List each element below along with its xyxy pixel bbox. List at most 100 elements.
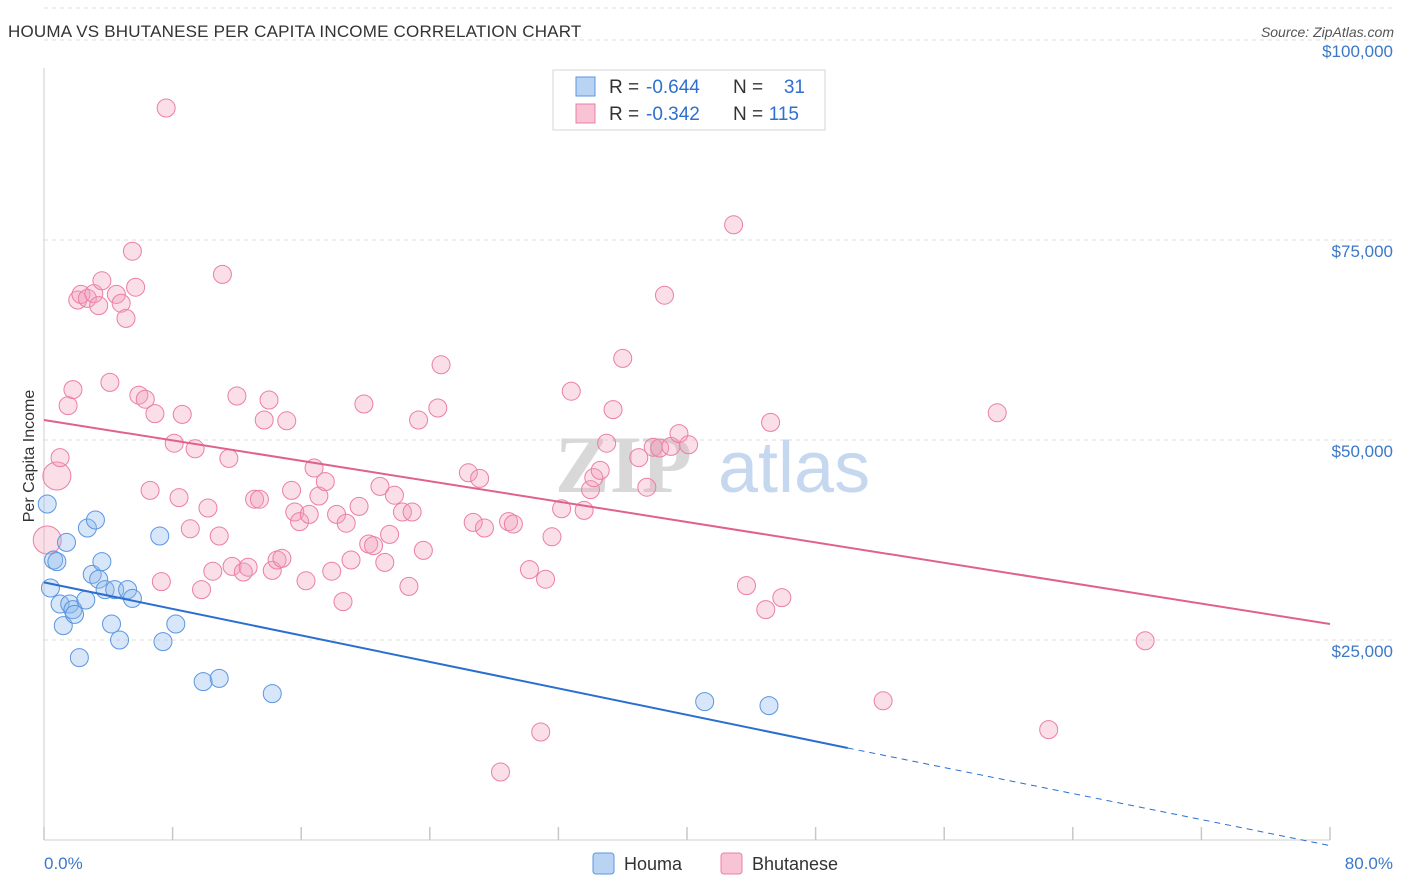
correlation-legend: R = -0.644 N = 31 R = -0.342 N = 115 [552, 69, 826, 131]
legend-r-label-bhutanese: R = [609, 104, 639, 125]
gridlines [44, 7, 1393, 641]
bhutanese-point [474, 518, 494, 538]
bhutanese-point [106, 284, 126, 304]
bhutanese-point [227, 386, 247, 406]
watermark-atlas: atlas [718, 428, 870, 508]
bhutanese-point [282, 480, 302, 500]
y-tick-label: $100,000 [1322, 42, 1393, 61]
houma-point [110, 630, 130, 650]
bhutanese-point [58, 396, 78, 416]
bhutanese-point [463, 512, 483, 532]
bhutanese-point [151, 572, 171, 592]
bhutanese-point [296, 571, 316, 591]
legend-swatch-houma [575, 76, 596, 97]
bhutanese-point [277, 411, 297, 431]
bhutanese-points [32, 98, 1155, 782]
bhutanese-point [245, 489, 265, 509]
bhutanese-point [392, 502, 412, 522]
bhutanese-point [135, 389, 155, 409]
bhutanese-point [140, 480, 160, 500]
bhutanese-point [290, 512, 310, 532]
bottom-legend-label-bhutanese: Bhutanese [752, 854, 838, 874]
houma-point [53, 616, 73, 636]
houma-point [759, 696, 779, 716]
bhutanese-point [89, 296, 109, 316]
legend-n-label-bhutanese: N = [733, 104, 763, 125]
bhutanese-point [873, 691, 893, 711]
bhutanese-point [349, 496, 369, 516]
bhutanese-point [315, 472, 335, 492]
bhutanese-point [736, 576, 756, 596]
x-tick-label-max: 80.0% [1345, 854, 1393, 873]
bhutanese-point [341, 550, 361, 570]
bhutanese-point [68, 290, 88, 310]
bhutanese-point [238, 557, 258, 577]
bhutanese-point [259, 390, 279, 410]
houma-point [153, 632, 173, 652]
bhutanese-point [1039, 720, 1059, 740]
houma-point [102, 614, 122, 634]
legend-n-label-houma: N = [733, 77, 763, 98]
legend-r-label-houma: R = [609, 77, 639, 98]
bhutanese-point [431, 355, 451, 375]
bottom-legend-swatch-bhutanese [720, 852, 743, 875]
bhutanese-point [212, 264, 232, 284]
bhutanese-point [100, 372, 120, 392]
bhutanese-point [519, 560, 539, 580]
houma-point [262, 684, 282, 704]
bhutanese-point [272, 548, 292, 568]
bhutanese-point [285, 502, 305, 522]
bhutanese-point [761, 412, 781, 432]
bhutanese-point [354, 394, 374, 414]
houma-trend-extension [847, 747, 1331, 847]
legend-r-value-houma: -0.644 [646, 77, 700, 98]
bhutanese-point [669, 424, 689, 444]
bhutanese-point [249, 489, 269, 509]
bhutanese-point [126, 277, 146, 297]
bhutanese-point [156, 98, 176, 118]
houma-point [65, 604, 85, 624]
bhutanese-point [772, 588, 792, 608]
bhutanese-point [756, 600, 776, 620]
bhutanese-point [531, 722, 551, 742]
bhutanese-point [470, 468, 490, 488]
bhutanese-point [409, 410, 429, 430]
houma-point [166, 614, 186, 634]
bhutanese-point [613, 348, 633, 368]
trend-lines [43, 419, 1331, 847]
legend-n-value-houma: 31 [784, 77, 805, 98]
bhutanese-point [111, 293, 131, 313]
bhutanese-point [552, 499, 572, 519]
bhutanese-point [536, 569, 556, 589]
bhutanese-point [299, 504, 319, 524]
bhutanese-point [333, 592, 353, 612]
bhutanese-point [384, 485, 404, 505]
bhutanese-point [629, 448, 649, 468]
bhutanese-point [637, 477, 657, 497]
bhutanese-point [122, 241, 142, 261]
houma-point [47, 552, 67, 572]
bhutanese-point [309, 486, 329, 506]
bhutanese-point [380, 524, 400, 544]
legend-n-value-bhutanese: 115 [769, 104, 799, 125]
bhutanese-point [50, 448, 70, 468]
bhutanese-point [542, 527, 562, 547]
bhutanese-point [63, 380, 83, 400]
houma-points [37, 494, 779, 716]
bhutanese-point [322, 561, 342, 581]
bhutanese-point [590, 460, 610, 480]
bhutanese-point [499, 512, 519, 532]
source-label: Source: ZipAtlas.com [1260, 24, 1394, 40]
bhutanese-point [164, 433, 184, 453]
bhutanese-point [209, 526, 229, 546]
houma-point [37, 494, 57, 514]
houma-point [77, 518, 97, 538]
bhutanese-point [92, 271, 112, 291]
series-legend: Houma Bhutanese [592, 852, 838, 875]
bhutanese-point [561, 381, 581, 401]
chart-title: HOUMA VS BHUTANESE PER CAPITA INCOME COR… [8, 22, 582, 41]
bhutanese-point [724, 215, 744, 235]
bhutanese-point [679, 435, 699, 455]
bhutanese-trend-line [43, 419, 1331, 625]
